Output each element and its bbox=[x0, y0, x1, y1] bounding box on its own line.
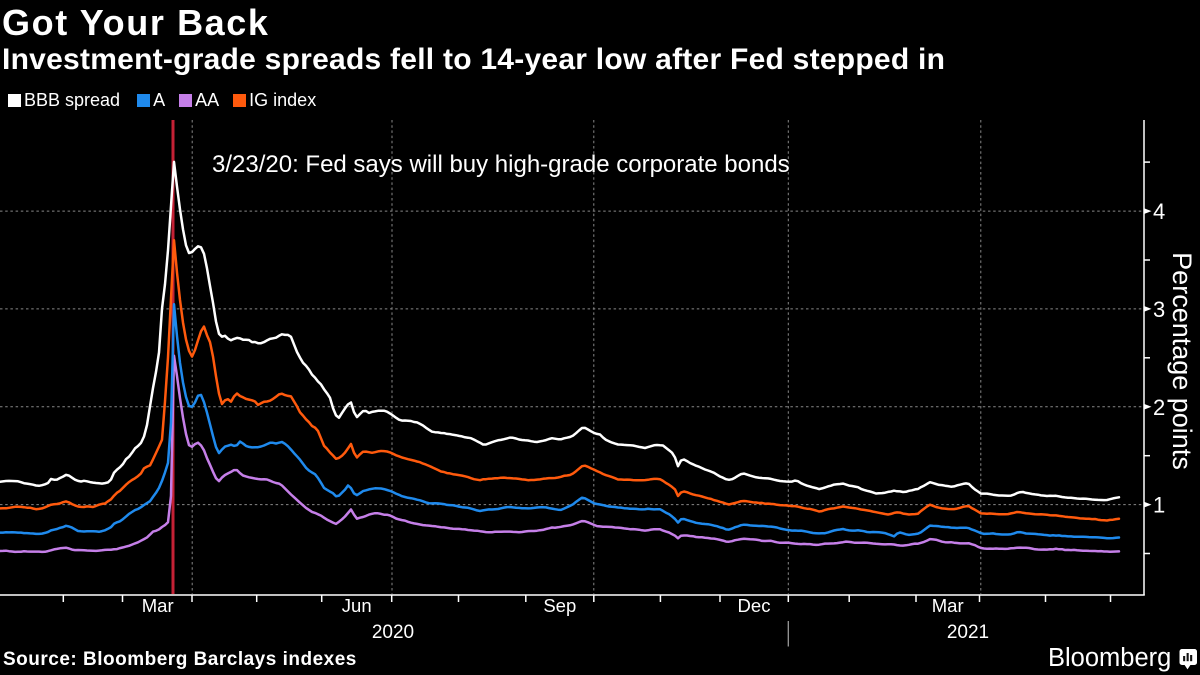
svg-text:3: 3 bbox=[1153, 297, 1165, 322]
svg-text:2020: 2020 bbox=[372, 622, 414, 643]
svg-text:2021: 2021 bbox=[947, 622, 989, 643]
svg-text:1: 1 bbox=[1153, 493, 1165, 518]
svg-text:Mar: Mar bbox=[142, 595, 174, 616]
svg-text:Mar: Mar bbox=[932, 595, 964, 616]
svg-text:4: 4 bbox=[1153, 199, 1165, 224]
svg-text:Percentage points: Percentage points bbox=[1167, 252, 1197, 470]
svg-text:Jun: Jun bbox=[342, 595, 372, 616]
svg-text:2: 2 bbox=[1153, 395, 1165, 420]
svg-text:Sep: Sep bbox=[543, 595, 576, 616]
svg-text:3/23/20: Fed says will buy hig: 3/23/20: Fed says will buy high-grade co… bbox=[212, 151, 790, 178]
svg-text:Dec: Dec bbox=[738, 595, 771, 616]
